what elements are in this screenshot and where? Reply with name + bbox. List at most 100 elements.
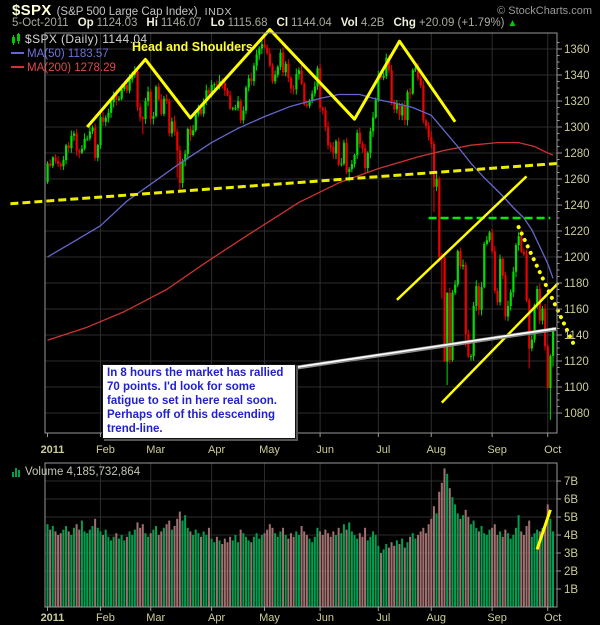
volume-bar: [377, 545, 380, 607]
candle-body: [136, 71, 139, 107]
month-label: Jun: [316, 612, 334, 624]
volume-bar: [485, 535, 488, 607]
volume-bar: [499, 531, 502, 607]
volume-bar: [305, 535, 308, 607]
candle-body: [340, 163, 343, 165]
candle-body: [231, 108, 234, 110]
candle-body: [464, 264, 467, 335]
quote-open: Op 1124.03: [78, 17, 138, 29]
candle-body: [297, 70, 301, 75]
candle-body: [522, 251, 526, 255]
volume-bar: [192, 535, 195, 607]
volume-axis-label: 6B: [564, 494, 578, 506]
candle-body: [419, 78, 422, 86]
volume-axis-label: 2B: [564, 566, 578, 578]
volume-bar: [530, 536, 533, 607]
quote-high-value: 1146.07: [160, 17, 202, 29]
volume-bar: [406, 542, 409, 607]
candle-body: [147, 91, 150, 102]
volume-bar: [160, 531, 163, 607]
volume-bar: [215, 536, 218, 607]
candle-body: [364, 148, 367, 168]
volume-bar: [369, 536, 372, 607]
callout-text-line: 70 points. I'd look for some: [107, 381, 256, 393]
candle-body: [300, 70, 303, 84]
candle-body: [374, 100, 377, 118]
volume-bar: [300, 526, 303, 607]
volume-bar: [462, 515, 465, 607]
volume-bar: [483, 533, 486, 607]
volume-bar: [398, 544, 401, 607]
quote-close: Cl 1144.04: [277, 17, 332, 29]
volume-axis-label: 4B: [564, 530, 578, 542]
candle-body: [395, 103, 399, 110]
candle-body: [514, 245, 518, 272]
volume-bar: [472, 520, 475, 607]
candle-body: [451, 292, 454, 360]
volume-bar: [419, 531, 422, 607]
candle-body: [496, 290, 499, 303]
candle-body: [205, 90, 208, 102]
volume-bar: [284, 535, 287, 607]
volume-bar: [223, 538, 226, 607]
candle-body: [369, 131, 372, 153]
volume-bar: [358, 533, 361, 607]
candle-body: [379, 75, 383, 78]
candle-body: [356, 132, 359, 156]
volume-bar: [334, 535, 337, 607]
candle-body: [393, 101, 396, 110]
candle-body: [491, 232, 494, 252]
volume-bar: [319, 531, 322, 607]
volume-bar: [435, 513, 438, 607]
volume-bar: [303, 531, 306, 607]
volume-bar: [403, 547, 406, 607]
month-label: Sep: [487, 612, 507, 624]
volume-bar: [274, 533, 277, 607]
callout-text-line: trend-line.: [107, 423, 163, 435]
quote-change: Chg +20.09 (+1.79%): [393, 17, 504, 29]
candle-body: [443, 257, 446, 362]
volume-bar: [507, 533, 510, 607]
volume-bar: [340, 533, 343, 607]
volume-bar: [54, 531, 57, 607]
candle-body: [417, 68, 420, 79]
volume-axis-label: 5B: [564, 512, 578, 524]
copyright: © StockCharts.com: [497, 5, 592, 17]
candle-body: [475, 286, 478, 306]
volume-bar: [65, 526, 68, 607]
candle-body: [168, 101, 171, 134]
volume-bar: [110, 540, 113, 607]
month-label: Mar: [146, 612, 165, 624]
candle-body: [504, 275, 507, 317]
candle-body: [459, 251, 462, 267]
volume-bar: [102, 535, 105, 607]
legend-ma200-row: MA(200) 1278.29: [11, 60, 148, 74]
volume-bar: [459, 518, 462, 607]
candle-body: [295, 74, 298, 90]
volume-bar: [149, 533, 152, 607]
candle-body: [223, 83, 227, 91]
candle-body: [125, 85, 129, 91]
volume-bar: [287, 538, 290, 607]
candle-body: [541, 308, 544, 321]
volume-bar: [353, 535, 356, 607]
candle-body: [178, 150, 182, 184]
candle-body: [480, 287, 483, 310]
volume-bar: [297, 535, 300, 607]
candle-body: [83, 138, 86, 149]
rising-trendline-upper: [396, 175, 528, 301]
candle-body: [144, 101, 147, 120]
volume-bar: [229, 536, 232, 607]
candle-body: [200, 109, 203, 114]
volume-bar: [88, 529, 91, 607]
candle-body: [308, 100, 311, 106]
quote-open-value: 1124.03: [96, 17, 138, 29]
volume-bar: [475, 527, 478, 607]
volume-bar: [197, 533, 200, 607]
volume-bar: [51, 526, 54, 607]
y-axis-label: 1080: [564, 408, 590, 420]
symbol-description: (S&P 500 Large Cap Index): [56, 6, 198, 18]
candle-body: [448, 292, 451, 360]
volume-bar: [316, 527, 319, 607]
candle-body: [430, 137, 433, 145]
